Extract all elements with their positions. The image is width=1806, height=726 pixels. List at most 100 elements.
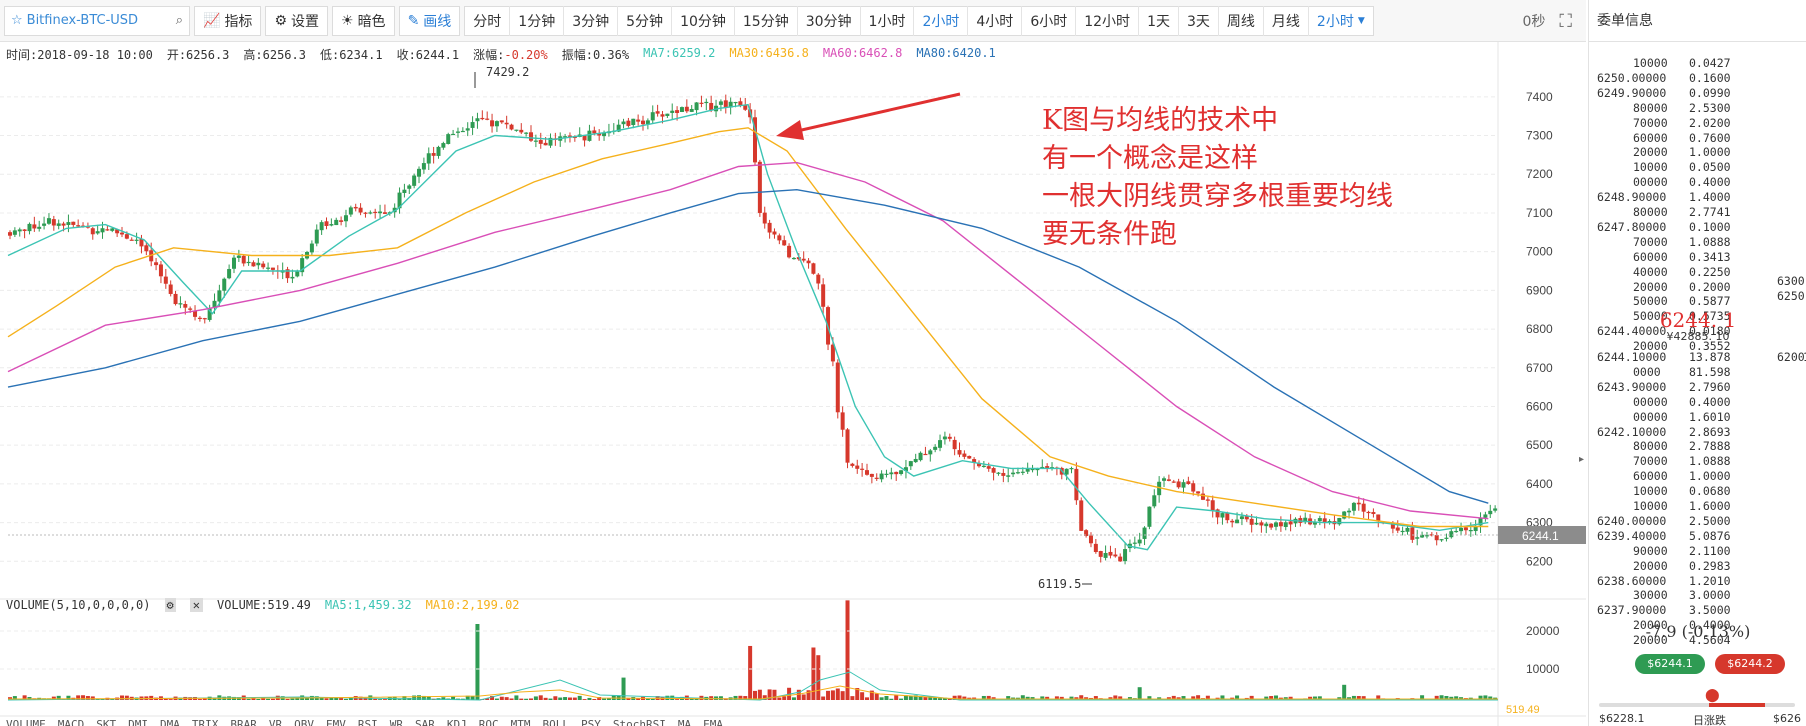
orderbook-row[interactable]: 00000 0.4000: [1597, 175, 1777, 189]
star-icon[interactable]: ☆: [11, 13, 23, 28]
buy-price-button[interactable]: $6244.1: [1635, 654, 1705, 674]
draw-line-button[interactable]: ✎ 画线: [400, 6, 460, 36]
orderbook-row[interactable]: 90000 2.1100: [1597, 544, 1777, 558]
indicator-tab[interactable]: DMA: [160, 718, 180, 726]
orderbook-row[interactable]: 50000 0.5735: [1597, 309, 1777, 323]
volume-bar: [1317, 696, 1322, 700]
orderbook-row[interactable]: 80000 2.7888: [1597, 439, 1777, 453]
orderbook-row[interactable]: 6237.90000 3.5000: [1597, 603, 1777, 617]
collapse-arrow-icon[interactable]: ▸: [1579, 454, 1584, 465]
indicator-tab[interactable]: BRAR: [230, 718, 257, 726]
orderbook-row[interactable]: 6242.10000 2.8693: [1597, 425, 1777, 439]
interval-1[interactable]: 1分钟: [510, 5, 565, 36]
search-icon[interactable]: ⌕: [175, 13, 183, 28]
interval-9[interactable]: 4小时: [968, 5, 1023, 36]
candle-body: [46, 218, 51, 224]
orderbook-row[interactable]: 10000 0.0427: [1597, 56, 1777, 70]
orderbook-row[interactable]: 20000 0.4000: [1597, 618, 1777, 632]
indicator-tab[interactable]: ROC: [478, 718, 499, 726]
interval-0[interactable]: 分时: [465, 5, 511, 36]
indicator-tab[interactable]: RSI: [357, 718, 378, 726]
orderbook-row[interactable]: 50000 0.5877: [1597, 294, 1777, 308]
orderbook-row[interactable]: 6244.40000 0.0180: [1597, 324, 1777, 338]
interval-8[interactable]: 2小时: [914, 5, 969, 36]
interval-3[interactable]: 5分钟: [618, 5, 673, 36]
fullscreen-icon[interactable]: ⛶: [1559, 10, 1572, 32]
volume-bar: [791, 697, 796, 700]
interval-14[interactable]: 周线: [1219, 5, 1264, 36]
orderbook-row[interactable]: 30000 3.0000: [1597, 588, 1777, 602]
orderbook-row[interactable]: 40000 0.2250: [1597, 265, 1777, 279]
indicator-tab[interactable]: KDJ: [446, 718, 467, 726]
orderbook-row[interactable]: 6240.00000 2.5000: [1597, 514, 1777, 528]
volume-bar: [12, 696, 17, 700]
orderbook-row[interactable]: 10000 0.0680: [1597, 484, 1777, 498]
indicator-tab[interactable]: MTM: [510, 718, 531, 726]
orderbook-row[interactable]: 20000 0.2983: [1597, 559, 1777, 573]
indicator-tab[interactable]: SAR: [415, 718, 435, 726]
indicator-tab[interactable]: MACD: [57, 718, 85, 726]
interval-dropdown[interactable]: 2小时 ▼: [1309, 6, 1373, 36]
orderbook-row[interactable]: 6243.90000 2.7960: [1597, 380, 1777, 394]
orderbook-row[interactable]: 0000 81.598: [1597, 365, 1777, 379]
orderbook-row[interactable]: 20000 1.0000: [1597, 145, 1777, 159]
interval-11[interactable]: 12小时: [1076, 5, 1140, 36]
orderbook-row[interactable]: 00000 1.6010: [1597, 410, 1777, 424]
orderbook-row[interactable]: 80000 2.7741: [1597, 205, 1777, 219]
interval-4[interactable]: 10分钟: [672, 5, 735, 36]
orderbook-row[interactable]: 6249.90000 0.0990: [1597, 86, 1777, 100]
volume-gear-icon[interactable]: ⚙: [164, 598, 176, 612]
interval-5[interactable]: 15分钟: [735, 5, 798, 36]
interval-12[interactable]: 1天: [1139, 5, 1179, 36]
orderbook-row[interactable]: 20000 4.5604: [1597, 633, 1777, 647]
orderbook-row[interactable]: 70000 2.0200: [1597, 116, 1777, 130]
orderbook-row[interactable]: 70000 1.0888: [1597, 454, 1777, 468]
orderbook-row[interactable]: 6238.60000 1.2010: [1597, 574, 1777, 588]
interval-10[interactable]: 6小时: [1022, 5, 1077, 36]
orderbook-row[interactable]: 6244.10000 13.878: [1597, 350, 1777, 364]
orderbook-row[interactable]: 20000 0.2000: [1597, 280, 1777, 294]
volume-bar: [197, 699, 202, 700]
indicator-tab[interactable]: EMA: [703, 718, 723, 726]
chart-canvas[interactable]: 7400 7300 7200 7100 7000 6900 6800 6700 6600 6500…: [0, 0, 1586, 726]
orderbook-row[interactable]: 6239.40000 5.0876: [1597, 529, 1777, 543]
candle-body: [874, 477, 879, 479]
indicators-button[interactable]: 📈 指标: [195, 6, 260, 36]
indicator-tab[interactable]: EMV: [326, 718, 346, 726]
orderbook-row[interactable]: 60000 0.3413: [1597, 250, 1777, 264]
indicator-tab[interactable]: BOLL: [542, 718, 570, 726]
indicator-tab[interactable]: WR: [389, 718, 403, 726]
orderbook-price-minor: 0000: [1638, 219, 1667, 234]
orderbook-row[interactable]: 20000 0.3552: [1597, 339, 1777, 353]
volume-close-icon[interactable]: ✕: [189, 598, 203, 612]
interval-13[interactable]: 3天: [1179, 5, 1219, 36]
interval-2[interactable]: 3分钟: [564, 5, 619, 36]
settings-button[interactable]: ⚙ 设置: [266, 6, 327, 36]
indicator-tab[interactable]: OBV: [294, 718, 314, 726]
interval-7[interactable]: 1小时: [861, 5, 915, 36]
orderbook-row[interactable]: 60000 0.7600: [1597, 131, 1777, 145]
indicator-tab[interactable]: DMI: [128, 718, 148, 726]
orderbook-row[interactable]: 80000 2.5300: [1597, 101, 1777, 115]
orderbook-row[interactable]: 10000 1.6000: [1597, 499, 1777, 513]
orderbook-row[interactable]: 6247.80000 0.1000: [1597, 220, 1777, 234]
interval-6[interactable]: 30分钟: [798, 5, 861, 36]
symbol-search[interactable]: ☆ Bitfinex-BTC-USD ⌕: [4, 5, 190, 36]
indicator-tab[interactable]: PSY: [581, 718, 601, 726]
orderbook-row[interactable]: 60000 1.0000: [1597, 469, 1777, 483]
indicator-tab[interactable]: VOLUME: [6, 718, 46, 726]
indicator-tab[interactable]: MA: [677, 718, 692, 726]
orderbook-row[interactable]: 00000 0.4000: [1597, 395, 1777, 409]
indicator-tab[interactable]: VR: [268, 718, 283, 726]
orderbook-row[interactable]: 10000 0.0500: [1597, 160, 1777, 174]
interval-15[interactable]: 月线: [1264, 5, 1309, 36]
candle-body: [1244, 516, 1249, 520]
indicator-tab[interactable]: SKT: [96, 718, 117, 726]
sell-price-button[interactable]: $6244.2: [1715, 654, 1785, 674]
orderbook-row[interactable]: 6248.90000 1.4000: [1597, 190, 1777, 204]
orderbook-row[interactable]: 70000 1.0888: [1597, 235, 1777, 249]
theme-button[interactable]: ☀ 暗色: [333, 6, 394, 36]
orderbook-row[interactable]: 6250.00000 0.1600: [1597, 71, 1777, 85]
indicator-tab[interactable]: TRIX: [191, 718, 219, 726]
indicator-tab[interactable]: StochRSI: [612, 718, 666, 726]
